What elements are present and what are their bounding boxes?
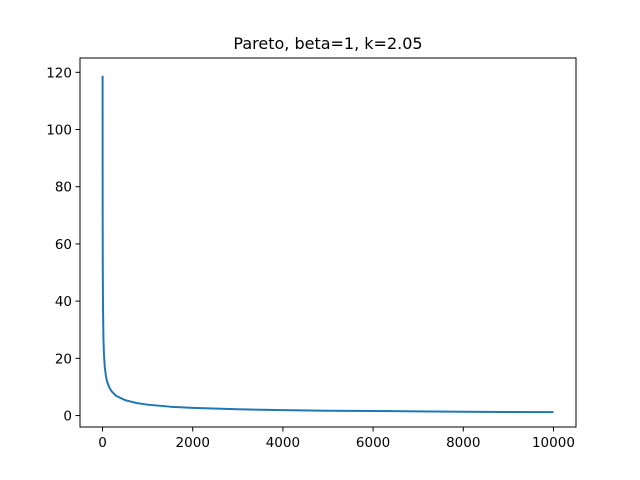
y-axis: 0 20 40 60 80 100 120 [46,65,80,425]
y-tick-label: 120 [46,65,72,81]
series-layer [101,75,554,414]
series-line [101,75,554,414]
y-tick-label: 40 [55,294,72,310]
x-tick-label: 0 [98,435,107,451]
x-tick-label: 2000 [176,435,210,451]
y-tick-label: 100 [46,123,72,139]
y-tick-label: 20 [55,351,72,367]
y-tick-label: 60 [55,237,72,253]
x-tick-label: 6000 [356,435,390,451]
plot-frame [79,57,577,428]
y-tick-label: 80 [55,180,72,196]
x-tick-label: 4000 [266,435,300,451]
x-tick-label: 8000 [446,435,480,451]
x-axis: 0 2000 4000 6000 8000 10000 [98,427,575,451]
chart-title: Pareto, beta=1, k=2.05 [233,34,422,53]
y-tick-label: 0 [63,409,72,425]
x-tick-label: 10000 [532,435,575,451]
